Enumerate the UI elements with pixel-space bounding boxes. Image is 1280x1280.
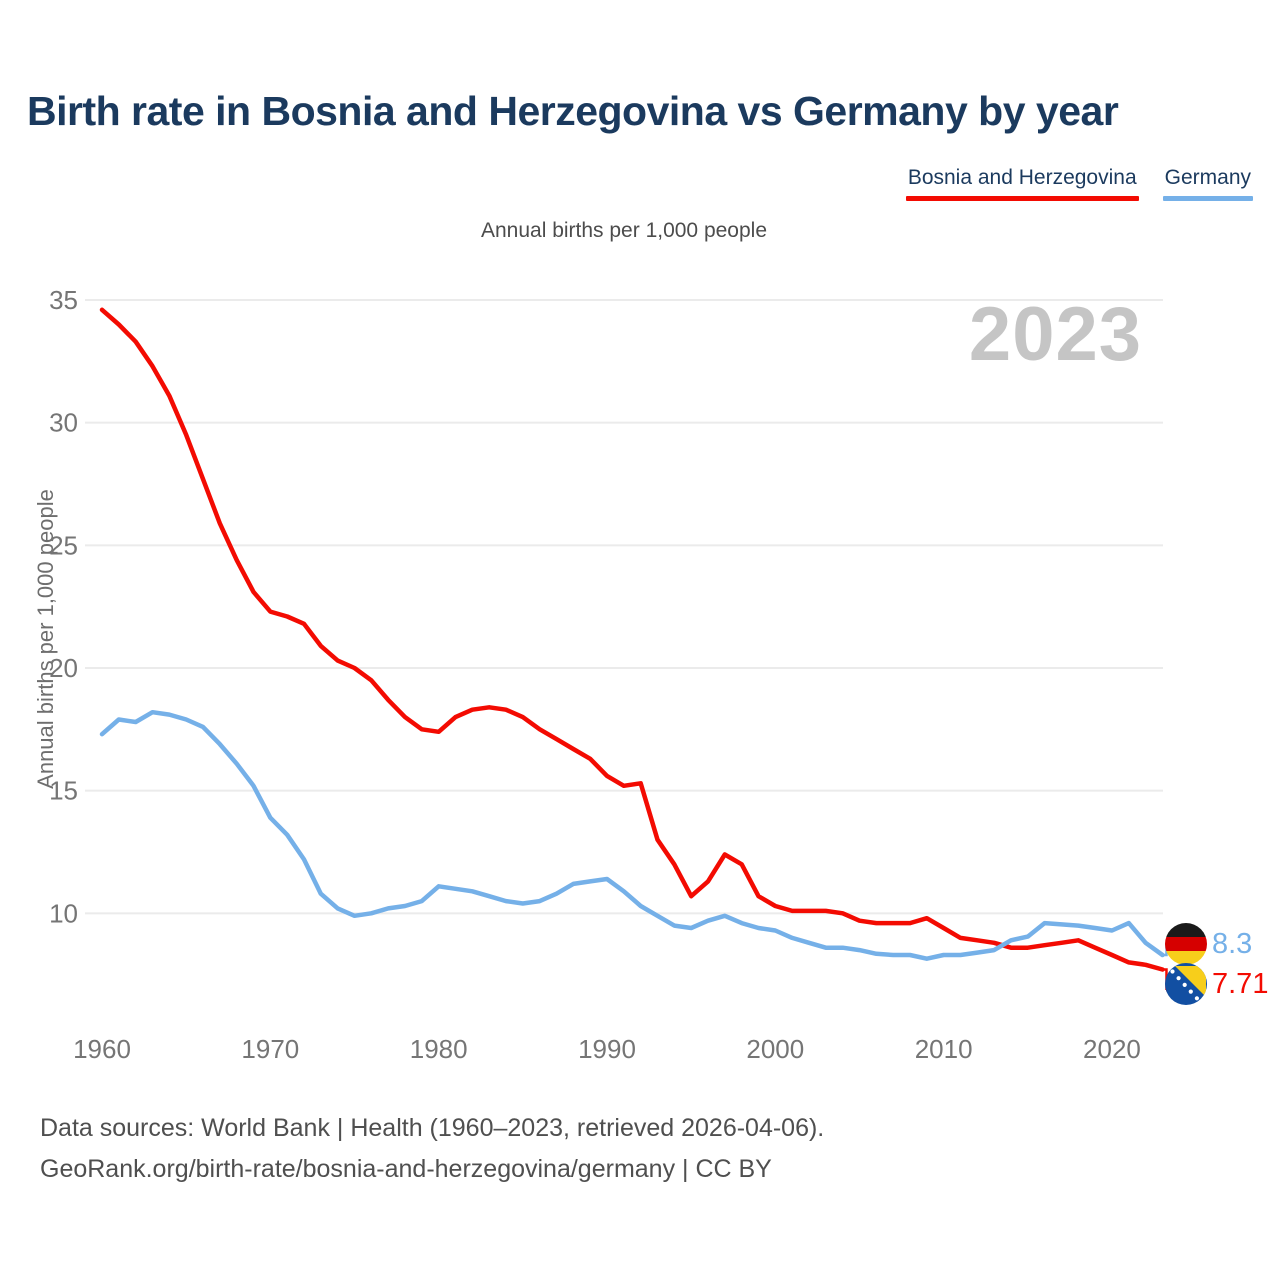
legend-item-bosnia: Bosnia and Herzegovina <box>905 166 1139 201</box>
page-title: Birth rate in Bosnia and Herzegovina vs … <box>27 88 1119 134</box>
x-tick-2020: 2020 <box>1083 1034 1141 1064</box>
y-tick-30: 30 <box>49 408 78 438</box>
x-tick-1960: 1960 <box>73 1034 131 1064</box>
germany-flag-icon <box>1165 923 1207 965</box>
y-tick-15: 15 <box>49 776 78 806</box>
legend-label-germany: Germany <box>1164 166 1251 189</box>
bosnia-end-value: 7.71 <box>1212 968 1269 1000</box>
series-line-germany <box>99 709 1165 961</box>
x-tick-2010: 2010 <box>915 1034 973 1064</box>
legend-underline-germany <box>1162 196 1253 201</box>
year-watermark: 2023 <box>968 292 1142 377</box>
germany-end-value: 8.3 <box>1212 928 1253 960</box>
x-tick-1990: 1990 <box>578 1034 636 1064</box>
x-tick-1970: 1970 <box>241 1034 299 1064</box>
footer: Data sources: World Bank | Health (1960–… <box>40 1108 824 1190</box>
chart-subtitle: Annual births per 1,000 people <box>480 219 768 242</box>
x-tick-2000: 2000 <box>746 1034 804 1064</box>
y-tick-35: 35 <box>49 285 78 315</box>
series-line-bosnia <box>99 307 1165 972</box>
legend: Bosnia and Herzegovina Germany <box>905 166 1253 201</box>
footer-data-sources: Data sources: World Bank | Health (1960–… <box>40 1114 825 1142</box>
footer-attribution: GeoRank.org/birth-rate/bosnia-and-herzeg… <box>40 1155 772 1183</box>
legend-label-bosnia: Bosnia and Herzegovina <box>907 166 1137 189</box>
legend-item-germany: Germany <box>1162 166 1253 201</box>
legend-underline-bosnia <box>905 196 1139 201</box>
x-tick-1980: 1980 <box>410 1034 468 1064</box>
bosnia-herzegovina-flag-icon <box>1165 963 1207 1005</box>
y-tick-10: 10 <box>49 898 78 928</box>
y-tick-20: 20 <box>49 653 78 683</box>
y-tick-25: 25 <box>49 530 78 560</box>
